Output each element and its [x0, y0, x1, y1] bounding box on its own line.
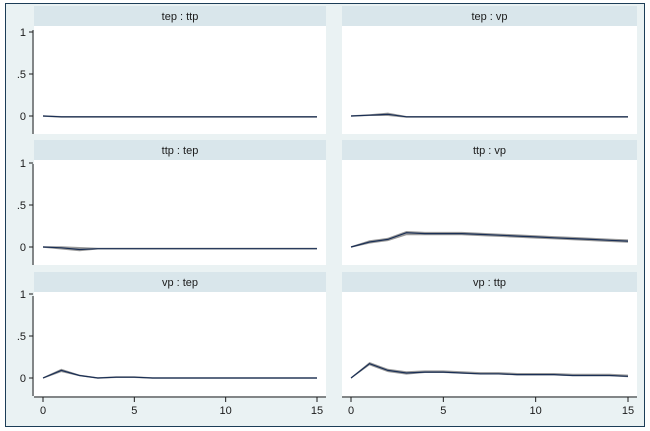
- plot-area-tep-vp: [342, 26, 637, 134]
- irf-line-ttp-tep: [42, 246, 317, 251]
- panel-strip-ttp-vp: [342, 140, 637, 160]
- panel-title-tep-ttp: tep : ttp: [162, 11, 199, 23]
- x-tick-label-vp-tep-3: 15: [311, 405, 323, 417]
- irf-line-tep-ttp: [42, 115, 317, 118]
- ci-band-ttp-vp: [351, 231, 628, 248]
- y-tick-label-top-tep-ttp: 1: [20, 27, 26, 39]
- panel-strip-tep-vp: [342, 6, 637, 26]
- panel-strip-vp-tep: [34, 272, 326, 292]
- y-tick-label-ttp-tep-1: .5: [17, 200, 26, 212]
- y-tick-label-vp-tep-1: .5: [17, 331, 26, 343]
- x-tick-label-vp-ttp-2: 10: [530, 405, 542, 417]
- plot-area-vp-ttp: [342, 292, 637, 396]
- x-tick-label-vp-ttp-0: 0: [348, 405, 354, 417]
- y-tick-label-ttp-tep-2: 0: [20, 242, 26, 254]
- irf-line-ttp-vp: [350, 232, 629, 248]
- panel-title-vp-ttp: vp : ttp: [473, 277, 506, 289]
- plot-area-ttp-vp: [342, 160, 637, 265]
- y-tick-label-tep-ttp-1: 0: [20, 111, 26, 123]
- x-tick-label-vp-tep-0: 0: [40, 405, 46, 417]
- plot-area-vp-tep: [34, 292, 326, 396]
- plot-area-tep-ttp: [34, 26, 326, 134]
- irf-line-tep-vp: [350, 113, 628, 118]
- panel-title-ttp-vp: ttp : vp: [473, 145, 506, 157]
- panel-title-ttp-tep: ttp : tep: [162, 145, 199, 157]
- panel-strip-tep-ttp: [34, 6, 326, 26]
- irf-line-vp-tep: [42, 369, 317, 379]
- y-tick-label-ttp-tep-0: 1: [20, 158, 26, 170]
- x-tick-label-vp-tep-2: 10: [220, 405, 232, 417]
- y-tick-label-tep-ttp-0: .5: [17, 69, 26, 81]
- x-tick-label-vp-tep-1: 5: [131, 405, 137, 417]
- panel-strip-vp-ttp: [342, 272, 637, 292]
- panel-strip-ttp-tep: [34, 140, 326, 160]
- y-tick-label-vp-tep-0: 1: [20, 289, 26, 301]
- panel-title-vp-tep: vp : tep: [162, 277, 198, 289]
- irf-line-vp-ttp: [350, 363, 629, 379]
- panel-title-tep-vp: tep : vp: [471, 11, 507, 23]
- x-tick-label-vp-ttp-1: 5: [440, 405, 446, 417]
- y-tick-label-vp-tep-2: 0: [20, 373, 26, 385]
- x-tick-label-vp-ttp-3: 15: [622, 405, 634, 417]
